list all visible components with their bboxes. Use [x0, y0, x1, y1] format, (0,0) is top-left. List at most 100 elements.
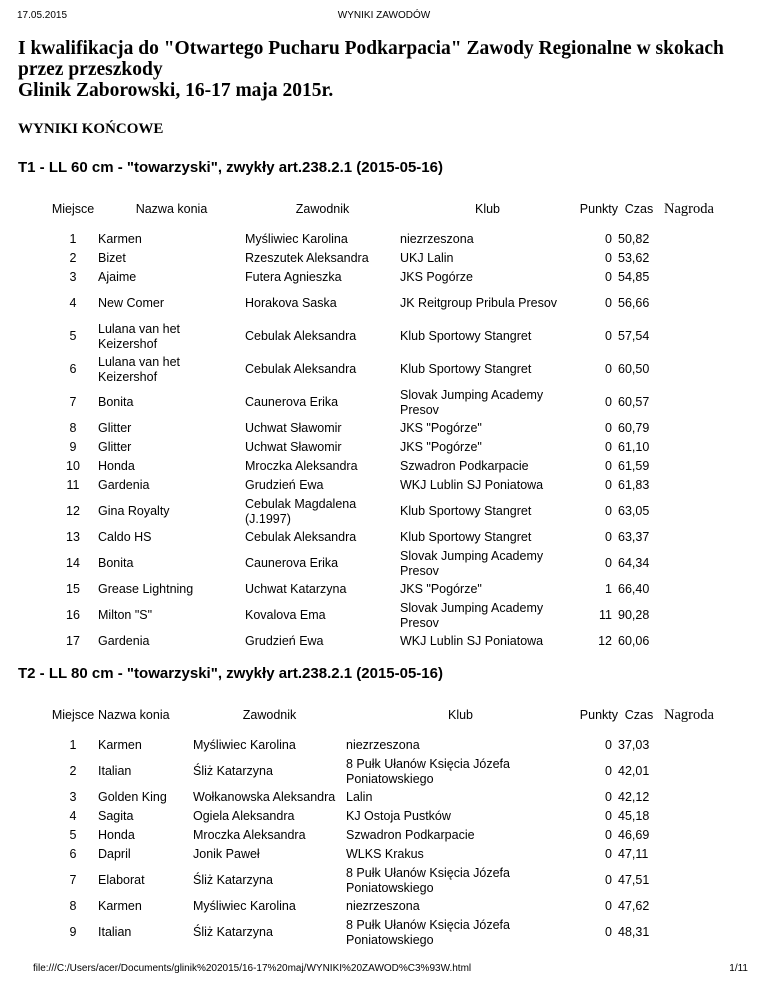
column-header-prize: Nagroda: [664, 201, 714, 217]
cell-horse: Italian: [98, 925, 132, 939]
table-row: 8 Glitter Uchwat Sławomir JKS "Pogórze" 0 60,…: [48, 419, 730, 438]
cell-time: 90,28: [618, 608, 650, 622]
cell-rider: Futera Agnieszka: [245, 270, 342, 284]
table-row: 1 Karmen Myśliwiec Karolina niezrzeszona 0 37…: [48, 736, 730, 755]
cell-club: Slovak Jumping Academy Presov: [400, 387, 544, 417]
cell-time: 61,10: [618, 440, 650, 454]
cell-prize: [660, 528, 730, 547]
column-header-horse: Nazwa konia: [135, 202, 208, 216]
cell-place: 9: [69, 440, 77, 454]
cell-club: KJ Ostoja Pustków: [346, 809, 451, 823]
cell-club: niezrzeszona: [400, 232, 474, 246]
cell-rider: Cebulak Aleksandra: [245, 329, 357, 343]
cell-points: 1: [605, 582, 612, 596]
cell-place: 8: [69, 899, 77, 913]
cell-prize: [660, 897, 730, 916]
cell-club: JKS "Pogórze": [400, 582, 482, 596]
cell-club: Klub Sportowy Stangret: [400, 504, 532, 518]
cell-horse: Bonita: [98, 556, 134, 570]
cell-horse: Gardenia: [98, 478, 150, 492]
cell-place: 2: [69, 251, 77, 265]
cell-rider: Śliż Katarzyna: [193, 764, 273, 778]
cell-time: 45,18: [618, 809, 650, 823]
cell-place: 4: [69, 296, 77, 310]
cell-place: 10: [66, 459, 80, 473]
cell-prize: [660, 788, 730, 807]
competition-title-t2: T2 - LL 80 cm - "towarzyski", zwykły art…: [18, 665, 443, 682]
cell-horse: Milton "S": [98, 608, 153, 622]
cell-place: 6: [69, 847, 77, 861]
cell-place: 7: [69, 873, 77, 887]
cell-horse: Honda: [98, 459, 135, 473]
cell-horse: Glitter: [98, 440, 132, 454]
cell-horse: Bonita: [98, 395, 134, 409]
cell-place: 2: [69, 764, 77, 778]
cell-rider: Jonik Paweł: [193, 847, 260, 861]
cell-club: 8 Pułk Ułanów Księcia Józefa Poniatowski…: [346, 865, 510, 895]
cell-prize: [660, 320, 730, 353]
table-row: 10 Honda Mroczka Aleksandra Szwadron Podkar…: [48, 457, 730, 476]
cell-time: 54,85: [618, 270, 650, 284]
cell-points: 0: [605, 329, 612, 343]
cell-club: Szwadron Podkarpacie: [400, 459, 529, 473]
column-header-points: Punkty: [579, 202, 618, 216]
cell-prize: [660, 916, 730, 949]
header-row: Miejsce Nazwa konia Zawodnik Klub Punkty Czas…: [48, 202, 730, 230]
cell-points: 0: [605, 556, 612, 570]
cell-prize: [660, 599, 730, 632]
cell-points: 0: [605, 764, 612, 778]
cell-prize: [660, 495, 730, 528]
cell-time: 50,82: [618, 232, 650, 246]
cell-time: 61,83: [618, 478, 650, 492]
cell-club: JK Reitgroup Pribula Presov: [400, 296, 558, 310]
table-row: 2 Italian Śliż Katarzyna 8 Pułk Ułanów Księ…: [48, 755, 730, 788]
cell-points: 11: [599, 608, 612, 622]
table-row: 16 Milton "S" Kovalova Ema Slovak Jumping A…: [48, 599, 730, 632]
cell-place: 1: [69, 232, 77, 246]
column-header-club: Klub: [474, 202, 501, 216]
column-header-points: Punkty: [579, 708, 618, 722]
cell-rider: Myśliwiec Karolina: [245, 232, 348, 246]
cell-club: Szwadron Podkarpacie: [346, 828, 475, 842]
cell-time: 46,69: [618, 828, 650, 842]
cell-place: 3: [69, 270, 77, 284]
cell-horse: Caldo HS: [98, 530, 152, 544]
cell-rider: Grudzień Ewa: [245, 478, 324, 492]
cell-time: 63,05: [618, 504, 650, 518]
cell-time: 56,66: [618, 296, 650, 310]
table-row: 1 Karmen Myśliwiec Karolina niezrzeszona 0 50…: [48, 230, 730, 249]
cell-club: Klub Sportowy Stangret: [400, 329, 532, 343]
cell-club: JKS Pogórze: [400, 270, 473, 284]
cell-prize: [660, 826, 730, 845]
cell-horse: Bizet: [98, 251, 126, 265]
cell-horse: New Comer: [98, 296, 164, 310]
column-header-prize: Nagroda: [664, 707, 714, 723]
cell-time: 47,62: [618, 899, 650, 913]
cell-place: 6: [69, 362, 77, 376]
cell-rider: Śliż Katarzyna: [193, 925, 273, 939]
cell-horse: Gina Royalty: [98, 504, 170, 518]
cell-rider: Grudzień Ewa: [245, 634, 324, 648]
cell-rider: Cebulak Aleksandra: [245, 530, 357, 544]
cell-points: 0: [605, 251, 612, 265]
cell-time: 60,79: [618, 421, 650, 435]
header-row: Miejsce Nazwa konia Zawodnik Klub Punkty Czas…: [48, 708, 730, 736]
cell-horse: Lulana van het Keizershof: [98, 354, 181, 384]
cell-rider: Myśliwiec Karolina: [193, 738, 296, 752]
cell-club: Slovak Jumping Academy Presov: [400, 600, 544, 630]
cell-rider: Cebulak Aleksandra: [245, 362, 357, 376]
cell-prize: [660, 419, 730, 438]
print-header-title: WYNIKI ZAWODÓW: [337, 10, 431, 21]
cell-horse: Golden King: [98, 790, 167, 804]
cell-points: 0: [605, 362, 612, 376]
table-row: 5 Lulana van het Keizershof Cebulak Aleksa…: [48, 320, 730, 353]
cell-points: 0: [605, 899, 612, 913]
cell-time: 53,62: [618, 251, 650, 265]
table-row: 4 New Comer Horakova Saska JK Reitgroup Pri…: [48, 287, 730, 320]
cell-time: 42,01: [618, 764, 650, 778]
table-row: 3 Ajaime Futera Agnieszka JKS Pogórze 0 54,85: [48, 268, 730, 287]
cell-club: WKJ Lublin SJ Poniatowa: [400, 634, 544, 648]
table-row: 12 Gina Royalty Cebulak Magdalena (J.1997)…: [48, 495, 730, 528]
cell-rider: Rzeszutek Aleksandra: [245, 251, 369, 265]
